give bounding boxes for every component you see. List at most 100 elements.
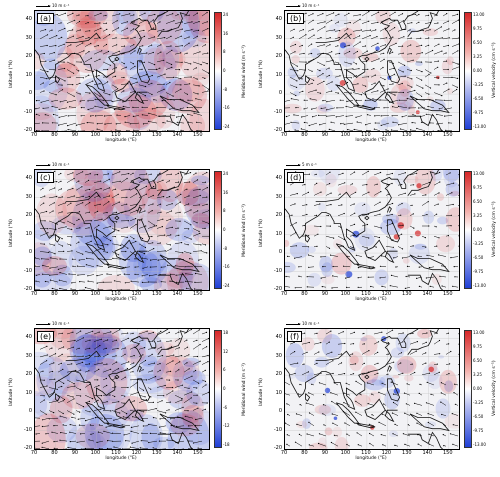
- colorbar-tick-label: 6.50: [473, 358, 482, 363]
- wind-vector: [385, 329, 393, 335]
- shading-patch: [35, 413, 66, 449]
- wind-vector-head: [339, 52, 341, 55]
- wind-vector-head: [106, 28, 108, 30]
- wind-vector: [298, 29, 304, 32]
- wind-vector-head: [186, 362, 188, 364]
- wind-vector: [158, 258, 167, 261]
- wind-vector-head: [156, 106, 158, 109]
- wind-vector: [147, 19, 154, 24]
- wind-vector-head: [122, 258, 124, 260]
- wind-vector: [316, 13, 323, 17]
- wind-vector-head: [126, 226, 128, 228]
- shading-patch: [352, 76, 369, 93]
- wind-vector-head: [72, 29, 74, 31]
- wind-vector: [337, 213, 345, 217]
- wind-vector-head: [106, 251, 108, 253]
- wind-vector-head: [57, 268, 59, 270]
- wind-vector-head: [134, 50, 136, 52]
- wind-vector-head: [452, 285, 454, 287]
- wind-vector-head: [161, 355, 164, 357]
- wind-vector: [120, 210, 126, 214]
- wind-vector: [66, 220, 75, 225]
- wind-vector-head: [331, 51, 333, 53]
- wind-vector-head: [82, 253, 84, 255]
- wind-vector-head: [369, 432, 371, 435]
- wind-vector-head: [61, 353, 63, 355]
- wind-vector-head: [196, 35, 198, 37]
- wind-vector-head: [320, 277, 322, 279]
- wind-vector: [415, 52, 423, 55]
- wind-vector: [183, 243, 189, 245]
- wind-vector-head: [193, 112, 195, 114]
- wind-vector-head: [457, 50, 459, 52]
- coastline: [35, 11, 169, 93]
- wind-vector: [156, 12, 165, 17]
- wind-vector: [48, 92, 57, 95]
- wind-vector-head: [190, 63, 192, 65]
- wind-vector: [325, 204, 332, 206]
- wind-vector-head: [171, 203, 173, 205]
- wind-vector: [147, 242, 153, 245]
- shading-patch: [114, 94, 157, 129]
- wind-vector-head: [150, 388, 152, 390]
- wind-vector-head: [100, 27, 102, 29]
- wind-vector-head: [166, 439, 168, 441]
- wind-vector: [325, 44, 331, 47]
- wind-vector: [50, 279, 59, 283]
- wind-vector-head: [197, 407, 199, 409]
- wind-vector: [373, 352, 378, 355]
- wind-vector-head: [179, 220, 181, 222]
- wind-vector: [421, 182, 430, 186]
- shading-patch: [51, 215, 84, 235]
- wind-vector: [112, 258, 122, 260]
- wind-vector-head: [74, 385, 76, 387]
- x-tick-label: 80: [301, 450, 308, 456]
- wind-vector: [170, 99, 176, 101]
- wind-vector-head: [348, 12, 350, 14]
- wind-vector: [165, 82, 171, 86]
- wind-vector-head: [306, 276, 308, 278]
- wind-vector-head: [72, 346, 74, 348]
- wind-vector-head: [161, 226, 163, 228]
- wind-vector-head: [188, 203, 190, 205]
- wind-vector: [176, 425, 185, 427]
- wind-vector: [415, 45, 422, 47]
- wind-vector-head: [421, 71, 423, 73]
- wind-vector-head: [163, 196, 165, 198]
- wind-vector: [316, 44, 325, 47]
- wind-vector-head: [178, 331, 180, 333]
- wind-vector-head: [135, 218, 137, 220]
- wind-vector-head: [170, 114, 172, 116]
- wind-vector-head: [153, 99, 155, 101]
- wind-vector-head: [416, 127, 418, 130]
- y-tick-label: 30: [25, 352, 32, 359]
- wind-vector-head: [133, 400, 135, 402]
- shading-patch: [35, 376, 55, 397]
- wind-vector-head: [338, 13, 340, 15]
- wind-vector-head: [184, 266, 186, 268]
- wind-vector-head: [350, 33, 352, 35]
- x-tick-label: 100: [340, 132, 351, 138]
- wind-vector-head: [90, 240, 92, 242]
- wind-vector: [70, 440, 77, 442]
- wind-vector-head: [342, 411, 345, 413]
- wind-vector: [308, 266, 315, 268]
- wind-vector: [183, 235, 192, 240]
- wind-vector: [325, 360, 334, 365]
- wind-vector-head: [115, 211, 118, 213]
- wind-vector: [75, 387, 81, 390]
- wind-vector: [445, 192, 453, 196]
- wind-vector: [183, 375, 193, 381]
- wind-vector: [120, 13, 130, 17]
- wind-vector: [433, 37, 443, 40]
- wind-vector-head: [67, 115, 69, 117]
- wind-vector: [104, 417, 113, 420]
- wind-vector: [97, 128, 104, 131]
- wind-vector: [138, 173, 147, 176]
- wind-vector-head: [106, 401, 108, 403]
- wind-vector-head: [163, 395, 165, 397]
- shading-patch: [92, 74, 117, 110]
- wind-vector-head: [320, 37, 322, 39]
- shading-patch: [291, 119, 301, 131]
- wind-vector-head: [107, 266, 110, 268]
